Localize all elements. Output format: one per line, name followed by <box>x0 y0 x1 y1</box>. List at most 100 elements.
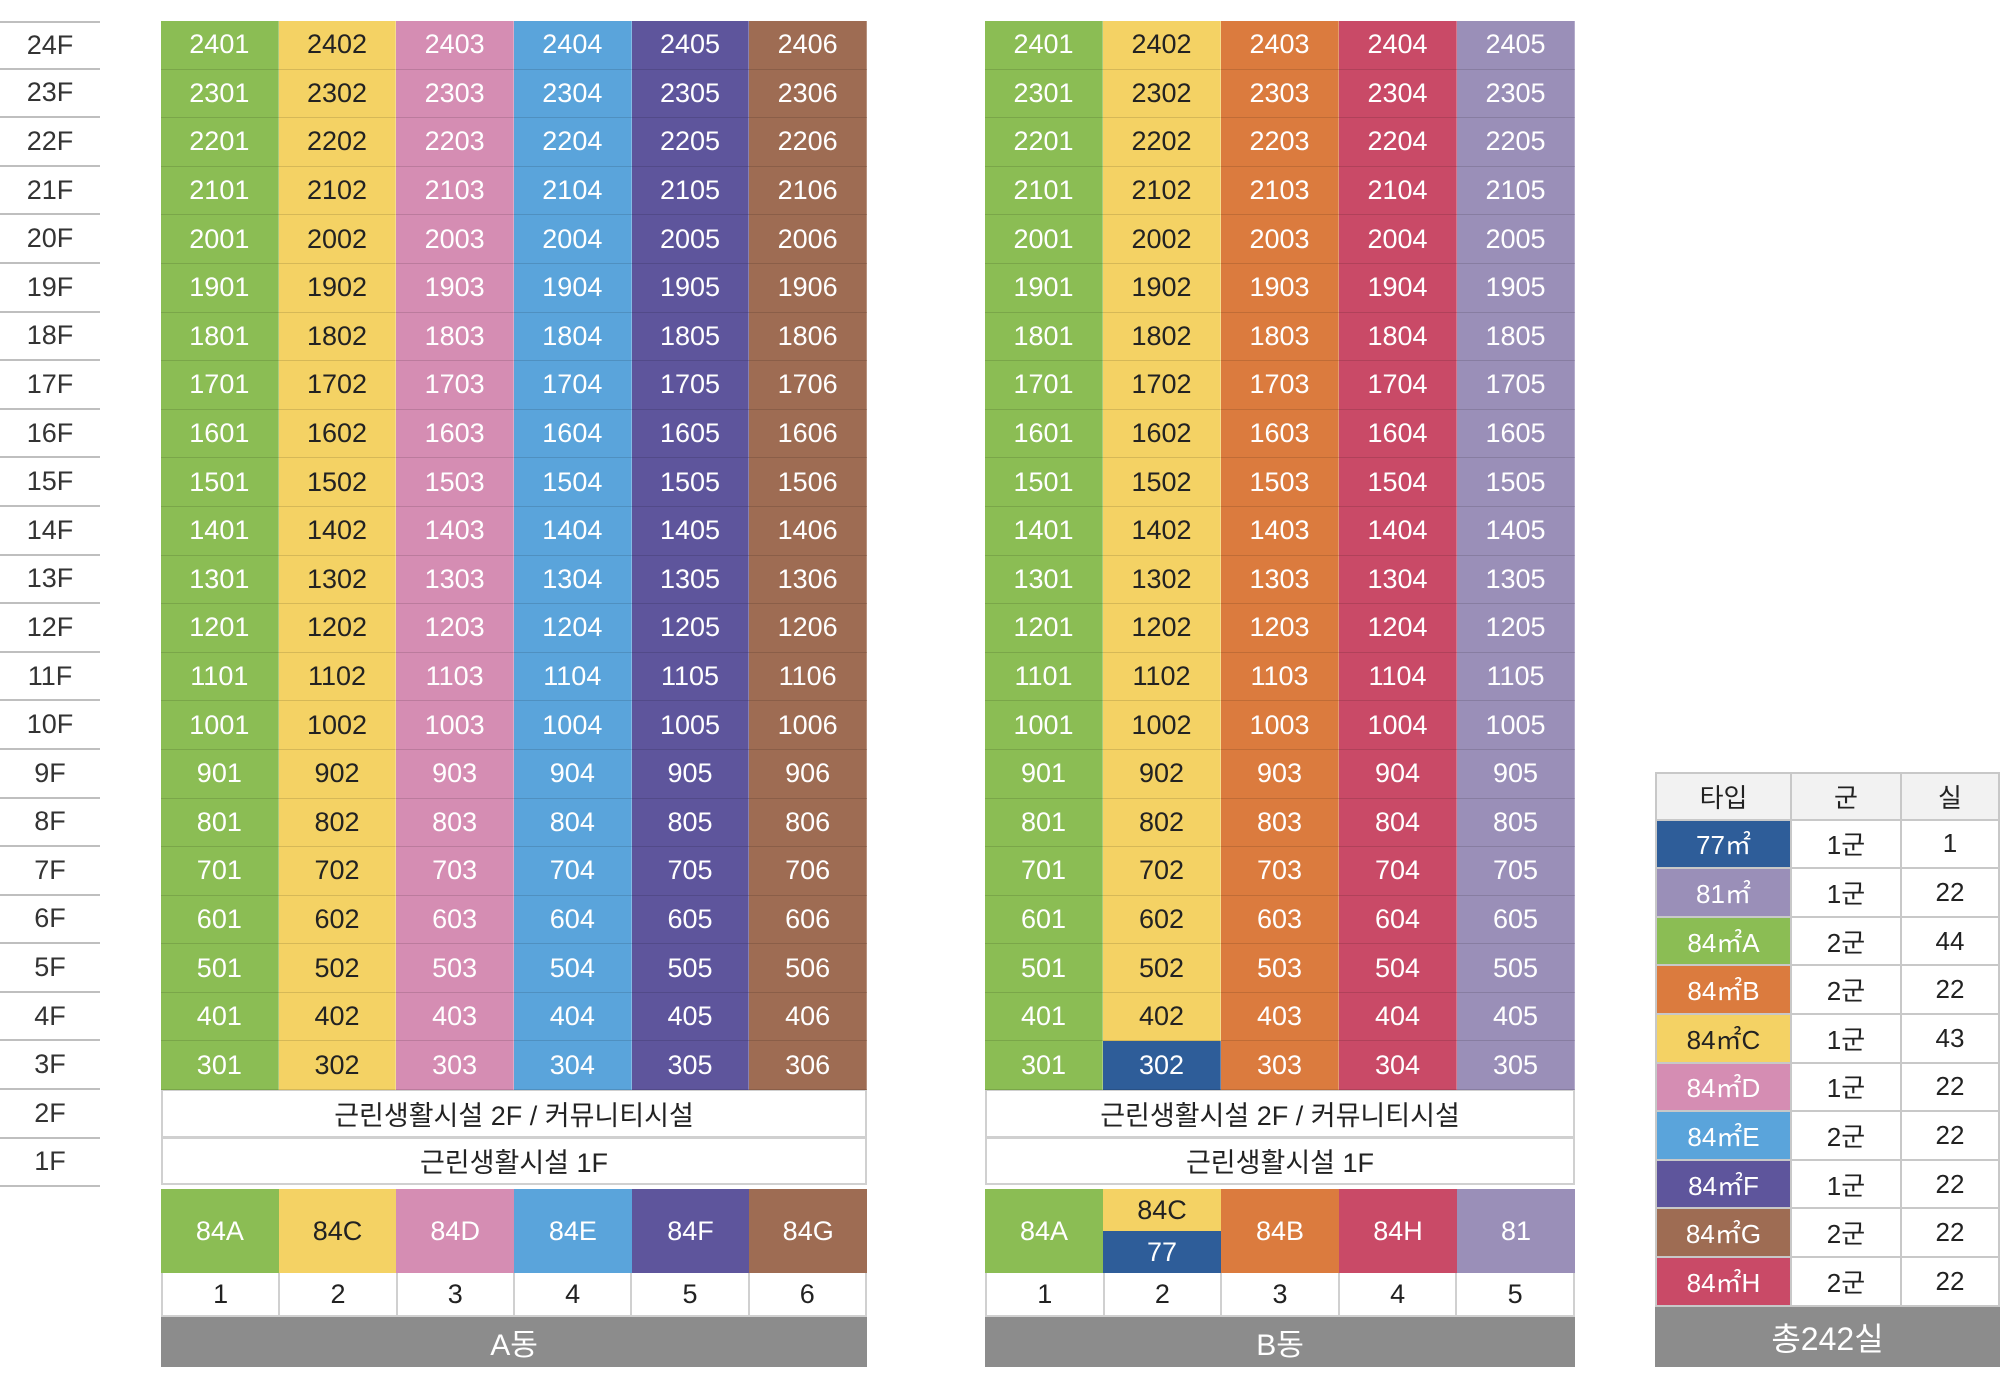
unit-cell: 2403 <box>396 21 514 70</box>
unit-cell: 403 <box>1221 992 1339 1042</box>
unit-cell: 702 <box>278 847 397 896</box>
floor-label: 18F <box>0 313 100 362</box>
legend-row: 84㎡B 2군 22 <box>1655 966 2000 1015</box>
unit-cell: 1201 <box>161 604 279 653</box>
unit-cell: 2002 <box>278 215 397 264</box>
legend-row: 84㎡H 2군 22 <box>1655 1257 2000 1307</box>
unit-cell: 2105 <box>1457 166 1575 216</box>
unit-cell: 1806 <box>749 312 867 362</box>
facility-2f-b: 근린생활시설 2F / 커뮤니티시설 <box>985 1089 1575 1138</box>
unit-cell: 404 <box>1339 992 1457 1042</box>
unit-cell: 2004 <box>513 215 632 264</box>
unit-cell: 503 <box>1221 944 1339 993</box>
unit-cell: 1204 <box>513 604 632 653</box>
unit-cell: 1803 <box>396 312 514 362</box>
type-cell: 84A <box>161 1189 279 1274</box>
unit-cell: 2404 <box>513 21 632 70</box>
facility-1f-b: 근린생활시설 1F <box>985 1136 1575 1186</box>
type-cell: 84D <box>396 1189 515 1274</box>
floor-label: 24F <box>0 21 100 70</box>
legend-type-swatch: 84㎡A <box>1655 917 1792 967</box>
unit-cell: 803 <box>396 798 514 848</box>
unit-cell: 705 <box>631 847 750 896</box>
unit-cell: 604 <box>513 895 632 945</box>
unit-cell: 802 <box>278 798 397 848</box>
unit-cell: 301 <box>985 1041 1103 1091</box>
legend-row: 81㎡ 1군 22 <box>1655 869 2000 918</box>
unit-cell: 701 <box>161 847 279 896</box>
unit-cell: 1505 <box>1457 458 1575 507</box>
unit-cell: 2102 <box>1103 166 1221 216</box>
unit-cell: 1503 <box>1221 458 1339 507</box>
legend-header-rooms: 실 <box>1902 772 2000 821</box>
unit-grid-a: 2401 2402 2403 2404 2405 2406 2301 2302 2303 2304… <box>161 21 867 1091</box>
unit-cell: 903 <box>1221 749 1339 799</box>
unit-cell: 1405 <box>1457 506 1575 556</box>
legend-type-swatch: 84㎡F <box>1655 1160 1792 1210</box>
line-number: 2 <box>1104 1273 1223 1318</box>
floor-label: 15F <box>0 458 100 507</box>
unit-cell: 1203 <box>396 604 514 653</box>
unit-cell: 605 <box>631 895 750 945</box>
unit-cell: 403 <box>396 992 514 1042</box>
line-number: 1 <box>985 1273 1105 1318</box>
legend-rooms: 22 <box>1902 1112 2000 1161</box>
unit-cell: 1406 <box>749 506 867 556</box>
unit-cell: 1102 <box>278 652 397 702</box>
unit-cell: 1804 <box>1339 312 1457 362</box>
floor-label: 5F <box>0 944 100 993</box>
unit-cell: 1703 <box>396 361 514 410</box>
unit-cell: 1101 <box>161 652 279 702</box>
unit-cell: 1903 <box>1221 263 1339 313</box>
unit-cell: 2201 <box>161 118 279 167</box>
line-number: 3 <box>397 1273 515 1318</box>
legend-type-swatch: 77㎡ <box>1655 820 1792 870</box>
legend-rooms: 22 <box>1902 869 2000 918</box>
floor-label: 12F <box>0 604 100 653</box>
facility-2f-a: 근린생활시설 2F / 커뮤니티시설 <box>161 1089 867 1138</box>
unit-cell: 504 <box>1339 944 1457 993</box>
floor-label: 4F <box>0 993 100 1042</box>
unit-cell: 2105 <box>631 166 750 216</box>
line-number: 5 <box>1457 1273 1575 1318</box>
legend-group: 1군 <box>1792 820 1902 870</box>
unit-cell: 806 <box>749 798 867 848</box>
unit-cell: 1802 <box>278 312 397 362</box>
unit-cell: 705 <box>1457 847 1575 896</box>
unit-cell: 2102 <box>278 166 397 216</box>
unit-cell: 1204 <box>1339 604 1457 653</box>
unit-cell: 305 <box>631 1041 750 1091</box>
unit-cell: 601 <box>985 895 1103 945</box>
unit-cell: 501 <box>161 944 279 993</box>
unit-cell: 2006 <box>749 215 867 264</box>
unit-cell: 1001 <box>161 701 279 750</box>
unit-cell: 1404 <box>1339 506 1457 556</box>
legend-type-swatch: 84㎡H <box>1655 1257 1792 1307</box>
legend-header-type: 타입 <box>1655 772 1792 821</box>
unit-cell: 304 <box>513 1041 632 1091</box>
legend-row: 84㎡D 1군 22 <box>1655 1063 2000 1113</box>
unit-cell: 703 <box>1221 847 1339 896</box>
floor-label: 22F <box>0 118 100 167</box>
unit-cell: 1302 <box>278 555 397 605</box>
unit-cell: 1005 <box>631 701 750 750</box>
unit-cell: 1703 <box>1221 361 1339 410</box>
legend-type-swatch: 84㎡G <box>1655 1209 1792 1258</box>
unit-cell: 706 <box>749 847 867 896</box>
unit-cell: 1105 <box>1457 652 1575 702</box>
unit-cell: 302 <box>278 1041 397 1091</box>
unit-cell: 1905 <box>631 263 750 313</box>
unit-cell: 2301 <box>985 69 1103 119</box>
unit-cell: 2205 <box>1457 118 1575 167</box>
unit-cell: 1004 <box>513 701 632 750</box>
unit-cell: 1003 <box>396 701 514 750</box>
unit-cell: 1601 <box>985 409 1103 459</box>
unit-cell: 2402 <box>1103 21 1221 70</box>
unit-cell: 1205 <box>631 604 750 653</box>
unit-cell: 304 <box>1339 1041 1457 1091</box>
unit-cell: 1505 <box>631 458 750 507</box>
unit-cell: 2103 <box>1221 166 1339 216</box>
floor-label: 21F <box>0 167 100 216</box>
legend-row: 84㎡G 2군 22 <box>1655 1209 2000 1258</box>
